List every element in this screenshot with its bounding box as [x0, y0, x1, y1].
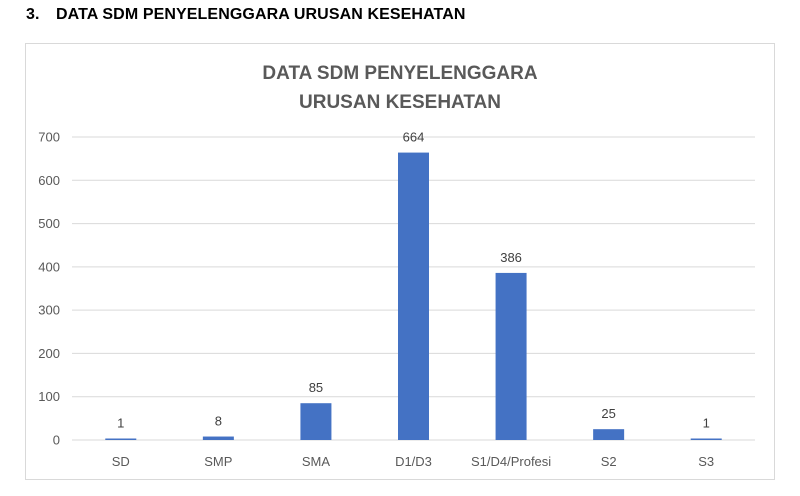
- data-label: 85: [309, 380, 323, 395]
- data-label: 1: [117, 416, 124, 431]
- x-tick-label: S2: [601, 454, 617, 469]
- data-label: 8: [215, 414, 222, 429]
- y-tick-label: 600: [38, 173, 60, 188]
- section-number: 3.: [26, 6, 40, 23]
- data-label: 1: [703, 416, 710, 431]
- data-label: 386: [500, 250, 522, 265]
- x-tick-label: S1/D4/Profesi: [471, 454, 551, 469]
- y-axis-ticks: 0 100 200 300 400 500 600 700: [38, 130, 60, 448]
- chart-title-line-1: DATA SDM PENYELENGGARA: [262, 63, 537, 84]
- y-tick-label: 700: [38, 130, 60, 145]
- bar: [202, 436, 234, 440]
- y-tick-label: 500: [38, 216, 60, 231]
- x-tick-label: SMA: [302, 454, 331, 469]
- bar: [495, 272, 527, 440]
- y-tick-label: 200: [38, 346, 60, 361]
- section-heading: 3. DATA SDM PENYELENGGARA URUSAN KESEHATA…: [26, 6, 466, 24]
- y-tick-label: 300: [38, 303, 60, 318]
- x-tick-label: SMP: [204, 454, 232, 469]
- chart-title-line-2: URUSAN KESEHATAN: [299, 92, 501, 113]
- section-title: DATA SDM PENYELENGGARA URUSAN KESEHATAN: [56, 6, 466, 23]
- bar: [690, 438, 722, 440]
- x-tick-label: SD: [112, 454, 130, 469]
- data-labels: 1 8 85 664 386 25 1: [117, 130, 710, 431]
- bar: [593, 429, 625, 440]
- x-tick-label: D1/D3: [395, 454, 432, 469]
- y-tick-label: 0: [53, 433, 60, 448]
- x-axis-ticks: SD SMP SMA D1/D3 S1/D4/Profesi S2 S3: [112, 454, 714, 469]
- data-label: 664: [403, 130, 425, 145]
- y-tick-label: 400: [38, 259, 60, 274]
- x-tick-label: S3: [698, 454, 714, 469]
- y-tick-label: 100: [38, 389, 60, 404]
- data-label: 25: [601, 406, 615, 421]
- bar: [300, 403, 332, 440]
- bar: [105, 438, 137, 440]
- bar: [398, 152, 429, 440]
- bars: [105, 152, 722, 440]
